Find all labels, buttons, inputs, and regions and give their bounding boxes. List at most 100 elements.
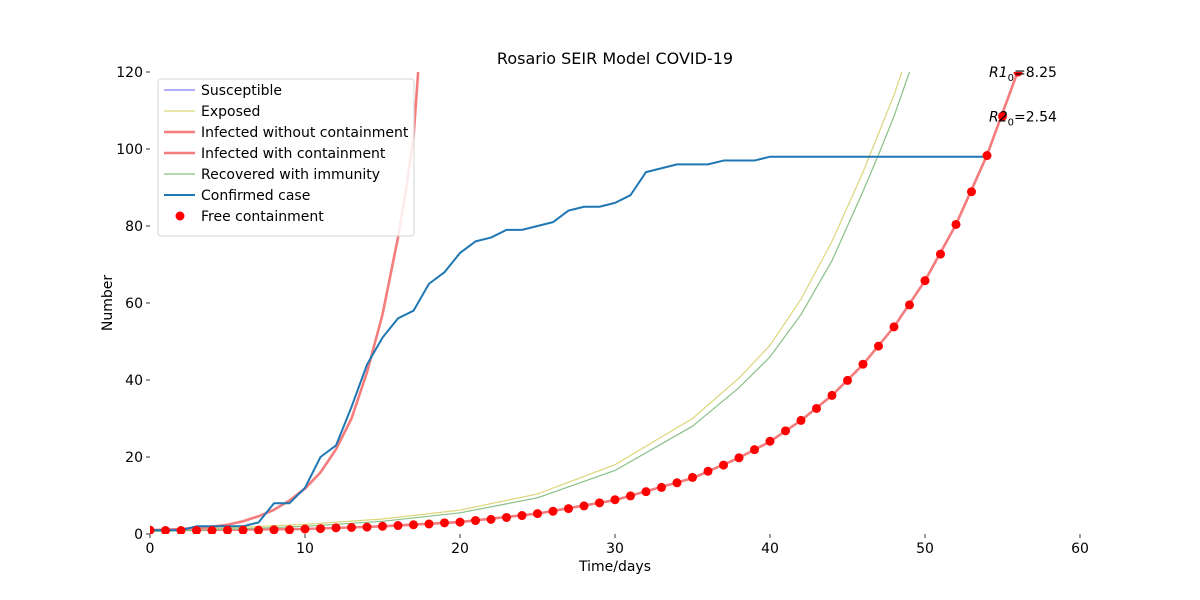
legend-label: Susceptible <box>201 83 282 99</box>
axes: 0 10 20 30 40 50 60 0 20 40 60 80 100 120 <box>116 65 1089 557</box>
free-containment-point <box>626 491 635 501</box>
legend-entry: Confirmed case <box>164 188 310 204</box>
x-tick-label: 50 <box>916 541 934 557</box>
free-containment-point <box>967 187 976 197</box>
free-containment-point <box>750 445 759 455</box>
y-tick-label: 120 <box>116 65 143 81</box>
free-containment-point <box>1013 72 1023 77</box>
free-containment-point <box>300 524 310 534</box>
free-containment-point <box>517 511 527 521</box>
free-containment-point <box>874 341 883 351</box>
free-containment-point <box>269 525 279 534</box>
legend-entry: Exposed <box>164 104 260 120</box>
legend: Susceptible Exposed Infected without conta… <box>157 78 415 237</box>
legend-entry: Recovered with immunity <box>164 167 380 183</box>
free-containment-point <box>703 466 713 476</box>
free-containment-point <box>502 512 511 522</box>
free-containment-point <box>579 501 589 511</box>
free-containment-point <box>176 526 186 534</box>
free-containment-point <box>672 478 682 488</box>
free-containment-point <box>796 415 806 425</box>
free-containment-point <box>316 524 325 534</box>
x-tick-label: 0 <box>146 541 155 557</box>
free-containment-point <box>564 504 573 514</box>
free-containment-point <box>781 426 790 436</box>
y-tick-label: 80 <box>125 219 143 235</box>
confirmed-case-line <box>150 155 987 532</box>
plot-area <box>150 72 1023 534</box>
r-annotation-sub: 0 <box>1008 73 1014 84</box>
free-containment-point <box>440 518 449 528</box>
legend-entry: Infected with containment <box>164 146 386 162</box>
free-containment-point <box>998 111 1007 121</box>
free-containment-point <box>812 403 821 413</box>
free-containment-point <box>238 525 248 534</box>
free-containment-point <box>905 300 914 310</box>
legend-label: Exposed <box>201 104 260 120</box>
r-annotation: R20=2.54 <box>989 109 1057 128</box>
legend-label: Free containment <box>201 209 324 225</box>
free-containment-point <box>548 506 558 516</box>
chart-title: Rosario SEIR Model COVID-19 <box>497 49 733 68</box>
free-containment-point <box>734 453 744 463</box>
free-containment-point <box>657 482 666 492</box>
free-containment-point <box>936 249 945 259</box>
free-containment-point <box>486 514 496 524</box>
r-annotation-value: =8.25 <box>1014 65 1057 81</box>
r-annotation-value: =2.54 <box>1014 109 1057 125</box>
y-tick-label: 20 <box>125 450 143 466</box>
r-annotation-sub: 0 <box>1008 117 1014 128</box>
free-containment-point <box>595 498 604 508</box>
free-containment-point <box>192 526 201 534</box>
free-containment-point <box>610 495 620 505</box>
legend-marker <box>175 211 185 221</box>
free-containment-point <box>641 487 651 497</box>
free-containment-point <box>161 526 170 534</box>
y-axis-title: Number <box>100 275 116 331</box>
free-containment-point <box>455 517 465 527</box>
free-containment-point <box>150 525 155 534</box>
legend-entry: Susceptible <box>164 83 282 99</box>
r-annotation: R10=8.25 <box>989 65 1057 84</box>
free-containment-point <box>347 522 356 532</box>
free-containment-point <box>951 219 961 229</box>
free-containment-point <box>393 521 403 531</box>
y-tick-label: 40 <box>125 373 143 389</box>
r-annotation-base: R2 <box>989 109 1008 125</box>
free-containment-point <box>254 525 263 534</box>
r-annotation-base: R1 <box>989 65 1008 81</box>
free-containment-point <box>920 276 930 286</box>
x-tick-label: 20 <box>451 541 469 557</box>
x-tick-label: 10 <box>296 541 314 557</box>
free-containment-point <box>889 322 899 332</box>
y-tick-label: 60 <box>125 296 143 312</box>
free-containment-point <box>982 151 992 161</box>
free-containment-point <box>858 359 868 369</box>
legend-box <box>157 78 415 237</box>
free-containment-point <box>533 509 542 519</box>
free-containment-point <box>688 472 697 482</box>
recovered-with-immunity-line <box>150 72 911 533</box>
x-tick-label: 60 <box>1071 541 1089 557</box>
free-containment-point <box>471 516 480 526</box>
x-tick-label: 30 <box>606 541 624 557</box>
x-axis-title: Time/days <box>578 559 651 575</box>
free-containment-point <box>409 520 418 530</box>
free-containment-point <box>223 525 232 534</box>
exposed-line <box>150 72 903 531</box>
free-containment-point <box>378 521 387 531</box>
free-containment-point <box>765 436 775 446</box>
legend-label: Confirmed case <box>201 188 310 204</box>
free-containment-point <box>719 460 728 470</box>
free-containment-point <box>827 390 837 400</box>
free-containment-point <box>331 523 341 533</box>
legend-label: Infected without containment <box>201 125 409 141</box>
legend-entry: Free containment <box>175 209 324 225</box>
free-containment-point <box>843 375 852 385</box>
free-containment-point <box>285 525 294 534</box>
y-tick-label: 0 <box>134 527 143 543</box>
free-containment-point <box>424 519 434 529</box>
legend-label: Recovered with immunity <box>201 167 380 183</box>
